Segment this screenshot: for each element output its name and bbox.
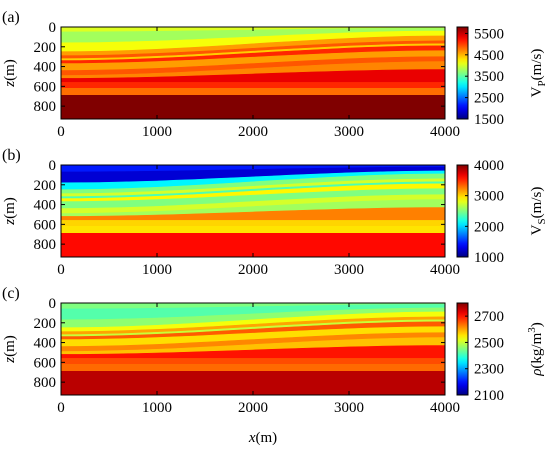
layer-14	[61, 233, 445, 257]
layer-14	[61, 95, 445, 119]
layer-13	[61, 88, 445, 96]
x-tick-label: 4000	[430, 262, 460, 278]
x-tick-label: 1000	[142, 400, 172, 416]
colorbar-label-subscript: S	[536, 218, 548, 224]
x-tick-label: 3000	[334, 262, 364, 278]
heatmap-layers	[61, 303, 445, 395]
y-tick-label: 600	[34, 79, 57, 95]
colorbar-label: VS(m/s)	[529, 187, 548, 236]
colorbar-tick-label: 3500	[474, 69, 504, 85]
y-tick-label: 0	[49, 20, 57, 36]
colorbar-label: VP(m/s)	[529, 49, 548, 98]
colorbar	[456, 26, 469, 120]
y-axis-label: z(m)	[2, 335, 18, 364]
y-tick-label: 800	[34, 99, 57, 115]
layer-13	[61, 364, 445, 372]
panel-label: (b)	[2, 147, 21, 164]
colorbar-label-symbol: ρ	[529, 369, 545, 377]
y-axis-label-symbol: z	[2, 219, 18, 226]
y-tick-label: 800	[34, 375, 57, 391]
x-tick-label: 2000	[238, 400, 268, 416]
colorbar-label-symbol: V	[529, 224, 545, 235]
panel-2: 0 1000 2000 3000 4000 0 200 400 600 800 z(m) (b) 100…	[2, 147, 548, 278]
panels: 0 1000 2000 3000 40000200400600800z(m)(a)150…	[2, 9, 548, 416]
y-tick-label: 400	[34, 336, 57, 352]
layer-13	[61, 226, 445, 234]
y-axis-label-symbol: z	[2, 81, 18, 88]
panel-1: 0 1000 2000 3000 4000 0 200 400 600 800 z(m) (a) 150…	[2, 9, 548, 140]
y-tick-label: 200	[34, 40, 57, 56]
y-tick-label: 600	[34, 217, 57, 233]
x-tick-label: 3000	[334, 124, 364, 140]
colorbar-label-superscript: 3	[526, 327, 538, 333]
colorbar-tick-label: 1500	[474, 112, 504, 128]
colorbar-label-unit: (m/s)	[529, 49, 545, 81]
panel-label: (c)	[2, 285, 20, 302]
y-tick-label: 200	[34, 316, 57, 332]
x-tick-label: 2000	[238, 124, 268, 140]
y-axis-label: z(m)	[2, 197, 18, 226]
heatmap-layers	[61, 27, 445, 119]
colorbar-tick-label: 2100	[474, 388, 504, 404]
x-tick-label: 4000	[430, 124, 460, 140]
y-tick-label: 0	[49, 158, 57, 174]
x-tick-label: 1000	[142, 124, 172, 140]
y-tick-label: 200	[34, 178, 57, 194]
x-tick-label: 0	[57, 124, 65, 140]
colorbar-tick-label: 2700	[474, 309, 504, 325]
colorbar-tick-label: 2300	[474, 362, 504, 378]
y-axis-label-symbol: z	[2, 357, 18, 364]
x-axis-label-unit: (m)	[256, 430, 278, 446]
y-tick-label: 400	[34, 60, 57, 76]
colorbar-tick-label: 2500	[474, 335, 504, 351]
layer-12	[61, 220, 445, 227]
x-tick-label: 3000	[334, 400, 364, 416]
x-tick-label: 0	[57, 262, 65, 278]
y-tick-label: 600	[34, 355, 57, 371]
y-tick-label: 800	[34, 237, 57, 253]
x-axis-label-symbol: x	[248, 430, 256, 446]
colorbar	[456, 302, 469, 396]
y-tick-label: 400	[34, 198, 57, 214]
colorbar-label-unit: (m/s)	[529, 187, 545, 219]
y-axis-label-unit: (m)	[2, 335, 18, 357]
colorbar-tick-label: 4000	[474, 158, 504, 174]
layer-12	[61, 358, 445, 365]
colorbar-label-subscript: P	[536, 80, 548, 86]
y-tick-label: 0	[49, 296, 57, 312]
colorbar-label-unit: (kg/m	[529, 332, 545, 368]
colorbar-label-tail: )	[529, 322, 545, 327]
x-tick-label: 2000	[238, 262, 268, 278]
colorbar-tick-label: 3000	[474, 189, 504, 205]
layer-14	[61, 371, 445, 395]
y-axis-label: z(m)	[2, 59, 18, 88]
panel-label: (a)	[2, 9, 20, 26]
heatmap-layers	[61, 165, 445, 257]
colorbar-tick-label: 2000	[474, 219, 504, 235]
layer-12	[61, 82, 445, 89]
colorbar-label-symbol: V	[529, 86, 545, 97]
colorbar-tick-label: 2500	[474, 91, 504, 107]
x-tick-label: 0	[57, 400, 65, 416]
x-tick-label: 4000	[430, 400, 460, 416]
colorbar-tick-label: 1000	[474, 250, 504, 266]
x-tick-label: 1000	[142, 262, 172, 278]
y-axis-label-unit: (m)	[2, 197, 18, 219]
x-axis-label: x(m)	[248, 430, 277, 446]
colorbar-tick-label: 4500	[474, 48, 504, 64]
y-axis-label-unit: (m)	[2, 59, 18, 81]
colorbar-tick-label: 5500	[474, 26, 504, 42]
colorbar	[456, 164, 469, 258]
panel-3: 0 1000 2000 3000 4000 0 200 400 600 800 z(m) (c) 210…	[2, 285, 545, 416]
colorbar-label: ρ(kg/m3)	[526, 322, 545, 377]
